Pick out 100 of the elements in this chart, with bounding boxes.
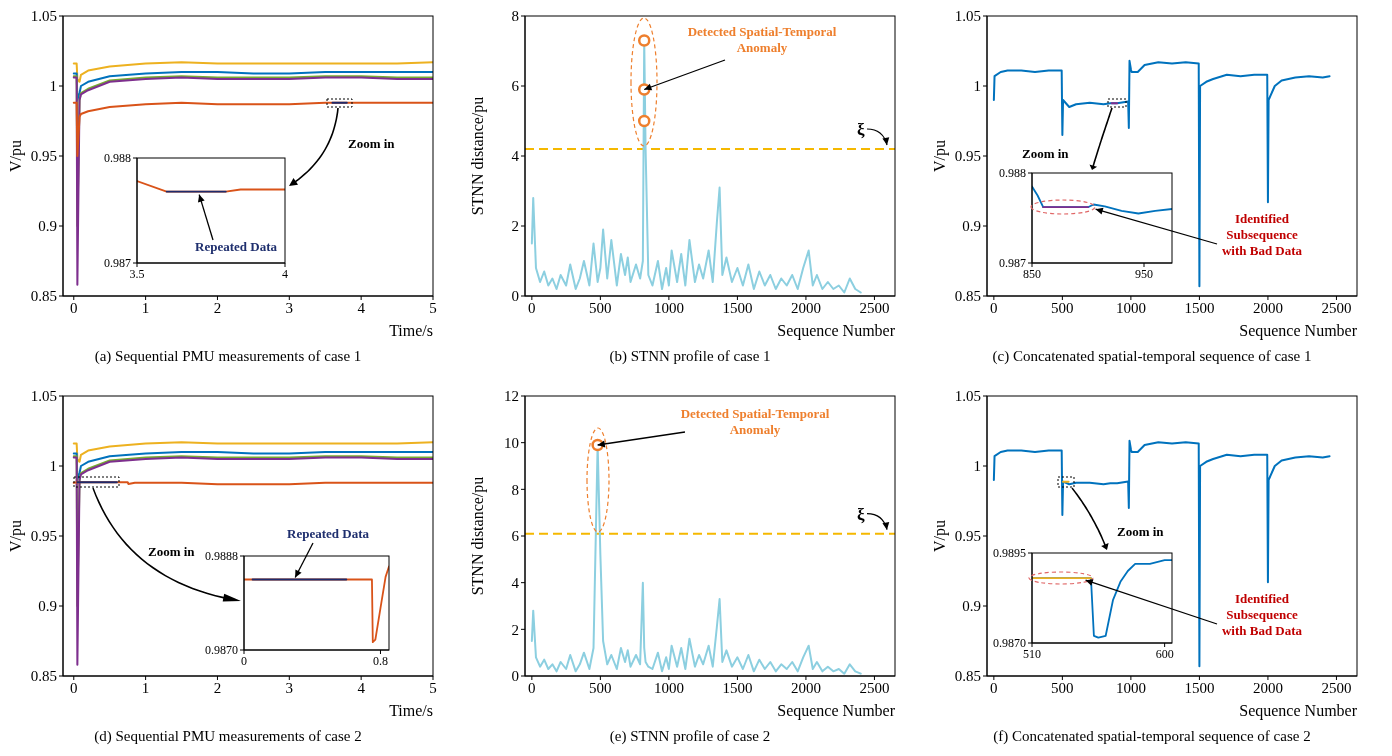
x-tick-label: 500 [589, 679, 612, 696]
x-tick-label: 850 [1023, 266, 1041, 281]
y-tick-label: 10 [504, 434, 519, 451]
annotation: Zoom in [348, 136, 396, 151]
annotation: Repeated Data [287, 526, 370, 541]
x-tick-label: 2500 [859, 679, 890, 696]
x-tick-label: 5 [429, 299, 437, 316]
x-axis-title: Sequence Number [777, 322, 896, 340]
x-tick-label: 1 [141, 299, 150, 316]
x-tick-label: 4 [357, 679, 366, 696]
y-tick-label: 6 [511, 528, 520, 545]
annotation: Detected Spatial-Temporal Anomaly [687, 24, 837, 55]
x-tick-label: 0.8 [372, 653, 388, 668]
y-tick-label: 0.987 [104, 256, 131, 271]
y-tick-label: 0 [511, 288, 519, 305]
x-axis-title: Time/s [389, 702, 433, 719]
annotation: Zoom in [1117, 524, 1165, 539]
x-tick-label: 3 [285, 679, 294, 696]
y-tick-label: 8 [511, 481, 519, 498]
y-tick-label: 0.95 [954, 528, 981, 545]
point [637, 34, 651, 47]
y-tick-label: 0.988 [999, 166, 1026, 181]
y-tick-label: 0.9895 [993, 546, 1026, 561]
y-tick-label: 0.987 [999, 256, 1026, 271]
line-series [72, 456, 433, 666]
y-tick-label: 1 [49, 78, 57, 95]
text: (f) Concatenated spatial-temporal sequence of case 2 [992, 728, 1312, 745]
text: (c) Concatenated spatial-temporal sequence of case 1 [991, 348, 1313, 365]
x-tick-label: 510 [1023, 646, 1041, 661]
x-tick-label: 1500 [722, 299, 753, 316]
y-tick-label: 0.85 [30, 288, 57, 305]
y-tick-label: 0.9 [962, 598, 981, 615]
x-tick-label: 2500 [1321, 299, 1352, 316]
text: (b) STNN profile of case 1 [608, 348, 772, 365]
y-tick-label: 0.9 [38, 218, 57, 235]
y-tick-label: 4 [511, 148, 520, 165]
x-tick-label: 1000 [653, 299, 684, 316]
y-tick-label: 1 [973, 458, 981, 475]
y-tick-label: 0.85 [954, 668, 981, 685]
x-tick-label: 0 [70, 679, 78, 696]
y-tick-label: 8 [511, 8, 519, 25]
line-series [72, 76, 433, 286]
y-tick-label: 1 [49, 458, 57, 475]
x-tick-label: 2000 [790, 299, 821, 316]
y-tick-label: 0.85 [30, 668, 57, 685]
annotation: Repeated Data [195, 239, 278, 254]
y-tick-label: 0.95 [30, 148, 57, 165]
annotation: Identified Subsequence with Bad Data [1221, 591, 1303, 638]
y-tick-label: 2 [511, 621, 519, 638]
y-tick-label: 1.05 [954, 388, 981, 405]
y-tick-label: 0.9 [38, 598, 57, 615]
y-tick-label: 4 [511, 574, 520, 591]
x-tick-label: 500 [589, 299, 612, 316]
x-tick-label: 1500 [1184, 299, 1215, 316]
y-tick-label: 0.85 [954, 288, 981, 305]
y-axis-title: V/pu [7, 140, 25, 172]
annotation: Zoom in [1022, 146, 1070, 161]
annotation: Detected Spatial-Temporal Anomaly [680, 406, 830, 437]
x-tick-label: 2500 [1321, 679, 1352, 696]
y-tick-label: 0.988 [104, 151, 131, 166]
line-series [72, 441, 433, 463]
point [637, 114, 651, 128]
line-series [992, 439, 1331, 668]
x-tick-label: 950 [1135, 266, 1153, 281]
line-series [72, 61, 433, 83]
x-tick-label: 4 [357, 299, 366, 316]
y-tick-label: 1.05 [954, 8, 981, 25]
x-axis-title: Time/s [389, 322, 433, 339]
x-axis-title: Sequence Number [1239, 322, 1358, 340]
y-tick-label: 2 [511, 218, 519, 235]
y-tick-label: 0.9888 [205, 549, 238, 564]
y-axis-title: V/pu [7, 520, 25, 552]
x-tick-label: 3 [285, 299, 294, 316]
y-axis-title: STNN distance/pu [469, 476, 487, 596]
text: (d) Sequential PMU measurements of case 2 [93, 728, 363, 745]
y-tick-label: 12 [504, 388, 519, 405]
x-tick-label: 2500 [859, 299, 890, 316]
x-tick-label: 2000 [1252, 299, 1283, 316]
x-tick-label: 0 [528, 299, 536, 316]
y-tick-label: 1.05 [30, 388, 57, 405]
y-tick-label: 0.9 [962, 218, 981, 235]
y-axis-title: V/pu [931, 140, 949, 172]
y-tick-label: 6 [511, 78, 520, 95]
line-series [992, 59, 1331, 288]
x-tick-label: 1000 [1115, 679, 1146, 696]
x-tick-label: 1500 [1184, 679, 1215, 696]
y-tick-label: 0.95 [954, 148, 981, 165]
x-tick-label: 500 [1051, 679, 1074, 696]
x-tick-label: 1500 [722, 679, 753, 696]
y-tick-label: 1.05 [30, 8, 57, 25]
x-tick-label: 4 [282, 266, 288, 281]
x-tick-label: 0 [70, 299, 78, 316]
x-tick-label: 3.5 [129, 266, 145, 281]
y-tick-label: 0.95 [30, 528, 57, 545]
ref-line-label: ξ [857, 504, 865, 524]
x-tick-label: 0 [528, 679, 536, 696]
x-tick-label: 5 [429, 679, 437, 696]
x-tick-label: 2000 [790, 679, 821, 696]
y-tick-label: 0 [511, 668, 519, 685]
annotation: Zoom in [148, 544, 196, 559]
